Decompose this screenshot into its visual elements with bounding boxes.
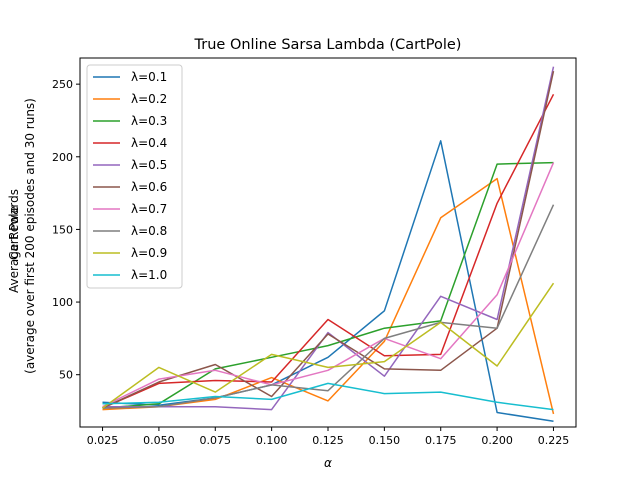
legend-label: λ=0.1 bbox=[131, 70, 167, 84]
legend-item: λ=1.0 bbox=[93, 268, 167, 282]
legend-label: λ=0.6 bbox=[131, 180, 167, 194]
series-line-9 bbox=[102, 282, 555, 409]
legend-item: λ=0.9 bbox=[93, 246, 167, 260]
series-line-10 bbox=[102, 382, 554, 411]
legend-item: λ=0.7 bbox=[93, 202, 167, 216]
x-tick-label: 0.200 bbox=[481, 434, 513, 447]
legend-item: λ=0.6 bbox=[93, 180, 167, 194]
legend-label: λ=0.3 bbox=[131, 114, 167, 128]
y-axis-label-line-1: Cart Pole bbox=[7, 206, 21, 260]
legend-item: λ=0.1 bbox=[93, 70, 167, 84]
legend-items: λ=0.1 λ=0.2 λ=0.3 λ=0.4 λ=0.5 λ=0.6 λ=0.7 λ=0.8… bbox=[93, 70, 167, 282]
legend-label: λ=0.5 bbox=[131, 158, 167, 172]
x-tick-label: 0.050 bbox=[143, 434, 175, 447]
legend-label: λ=1.0 bbox=[131, 268, 167, 282]
series-line-8 bbox=[102, 204, 555, 409]
legend: λ=0.1 λ=0.2 λ=0.3 λ=0.4 λ=0.5 λ=0.6 λ=0.7 λ=0.8… bbox=[86, 64, 183, 289]
y-tick-label: 50 bbox=[59, 369, 73, 382]
legend-item: λ=0.5 bbox=[93, 158, 167, 172]
series-line-4 bbox=[102, 93, 555, 409]
series-line-3 bbox=[102, 161, 554, 409]
x-axis-label: α bbox=[324, 456, 332, 470]
y-axis-label-line-3: (average over first 200 episodes and 30 … bbox=[23, 98, 37, 374]
series-lines bbox=[102, 66, 555, 422]
x-tick-label: 0.150 bbox=[369, 434, 401, 447]
x-tick-label: 0.075 bbox=[200, 434, 232, 447]
x-tick-label: 0.125 bbox=[312, 434, 344, 447]
y-tick-label: 250 bbox=[52, 78, 73, 91]
legend-label: λ=0.7 bbox=[131, 202, 167, 216]
y-axis-ticks: 50 100 150 200 250 bbox=[52, 78, 80, 382]
series-line-1 bbox=[102, 140, 554, 422]
x-tick-label: 0.025 bbox=[87, 434, 119, 447]
x-tick-label: 0.175 bbox=[425, 434, 457, 447]
x-tick-label: 0.225 bbox=[538, 434, 570, 447]
legend-item: λ=0.3 bbox=[93, 114, 167, 128]
series-line-5 bbox=[102, 66, 555, 411]
legend-item: λ=0.2 bbox=[93, 92, 167, 106]
legend-label: λ=0.9 bbox=[131, 246, 167, 260]
x-axis-ticks: 0.025 0.050 0.075 0.100 0.125 0.150 0.175 0.200… bbox=[87, 427, 569, 447]
y-tick-label: 100 bbox=[52, 296, 73, 309]
y-axis-label: Cart Pole Average Rewards (average over … bbox=[7, 98, 37, 374]
legend-label: λ=0.4 bbox=[131, 136, 167, 150]
y-tick-label: 150 bbox=[52, 223, 73, 236]
legend-item: λ=0.4 bbox=[93, 136, 167, 150]
legend-item: λ=0.8 bbox=[93, 224, 167, 238]
legend-label: λ=0.2 bbox=[131, 92, 167, 106]
y-axis-label-line-2: Average Rewards bbox=[7, 189, 21, 293]
x-tick-label: 0.100 bbox=[256, 434, 288, 447]
legend-label: λ=0.8 bbox=[131, 224, 167, 238]
chart-title: True Online Sarsa Lambda (CartPole) bbox=[194, 37, 462, 53]
y-tick-label: 200 bbox=[52, 151, 73, 164]
